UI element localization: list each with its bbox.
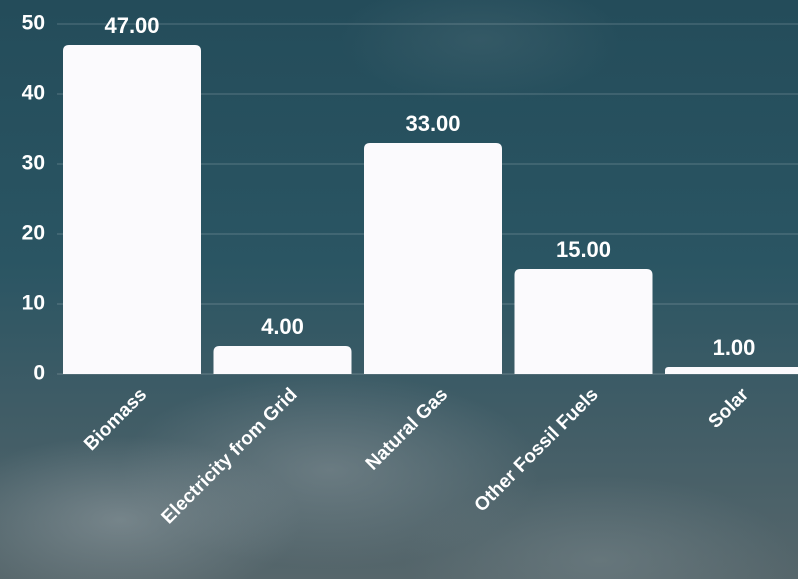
x-tick-label: Natural Gas: [362, 384, 452, 474]
bar: [364, 143, 502, 374]
y-tick-label: 10: [22, 292, 45, 315]
bar: [665, 367, 798, 374]
bar: [63, 45, 201, 374]
bar: [213, 346, 352, 374]
bar: [514, 269, 653, 374]
x-tick-label: Biomass: [80, 384, 151, 455]
value-label: 47.00: [104, 13, 159, 38]
value-label: 15.00: [556, 237, 611, 262]
value-label: 4.00: [261, 314, 304, 339]
value-label: 33.00: [405, 111, 460, 136]
x-tick-label: Other Fossil Fuels: [471, 384, 603, 516]
value-label: 1.00: [713, 335, 756, 360]
y-tick-label: 50: [22, 12, 45, 35]
y-tick-label: 20: [22, 222, 45, 245]
y-tick-label: 0: [33, 362, 45, 385]
y-tick-label: 40: [22, 82, 45, 105]
x-tick-label: Electricity from Grid: [158, 384, 302, 528]
y-tick-label: 30: [22, 152, 45, 175]
x-tick-label: Solar: [705, 384, 754, 433]
